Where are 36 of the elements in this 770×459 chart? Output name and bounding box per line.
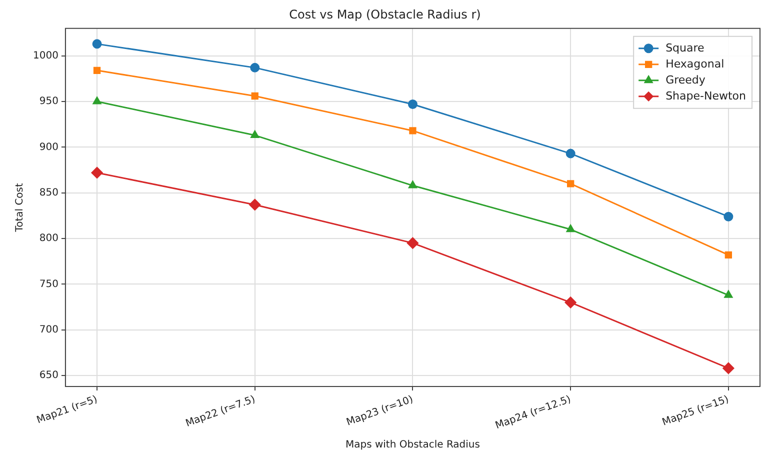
point [251,92,258,100]
legend-label: Greedy [666,73,706,86]
y-tick-label: 950 [39,96,58,108]
point [724,290,733,298]
x-axis-title: Maps with Obstacle Radius [345,440,480,451]
point [92,39,102,49]
y-axis-title: Total Cost [14,182,26,233]
legend-label: Shape-Newton [666,89,746,102]
chart-title: Cost vs Map (Obstacle Radius r) [289,7,481,22]
point [92,96,102,104]
point [408,99,418,109]
legend-label: Hexagonal [666,57,724,70]
x-tick-label: Map21 (r=5) [35,394,100,426]
y-tick-label: 850 [39,187,58,198]
point [722,362,734,374]
point [249,198,261,210]
point [724,212,734,222]
y-tick-label: 750 [39,278,58,290]
point [567,180,574,188]
point [250,130,260,138]
point [564,296,576,308]
point [408,180,417,188]
point [406,237,418,249]
point [724,251,732,259]
point [93,66,101,74]
point [250,62,260,72]
point [409,127,416,134]
point [566,148,576,158]
legend-label: Square [666,41,705,54]
y-tick-label: 900 [39,142,58,153]
y-tick-label: 650 [39,370,58,382]
y-tick-label: 1000 [32,50,58,62]
y-tick-label: 800 [39,233,58,244]
point [91,166,103,178]
point [566,224,575,232]
y-tick-label: 700 [39,324,58,336]
